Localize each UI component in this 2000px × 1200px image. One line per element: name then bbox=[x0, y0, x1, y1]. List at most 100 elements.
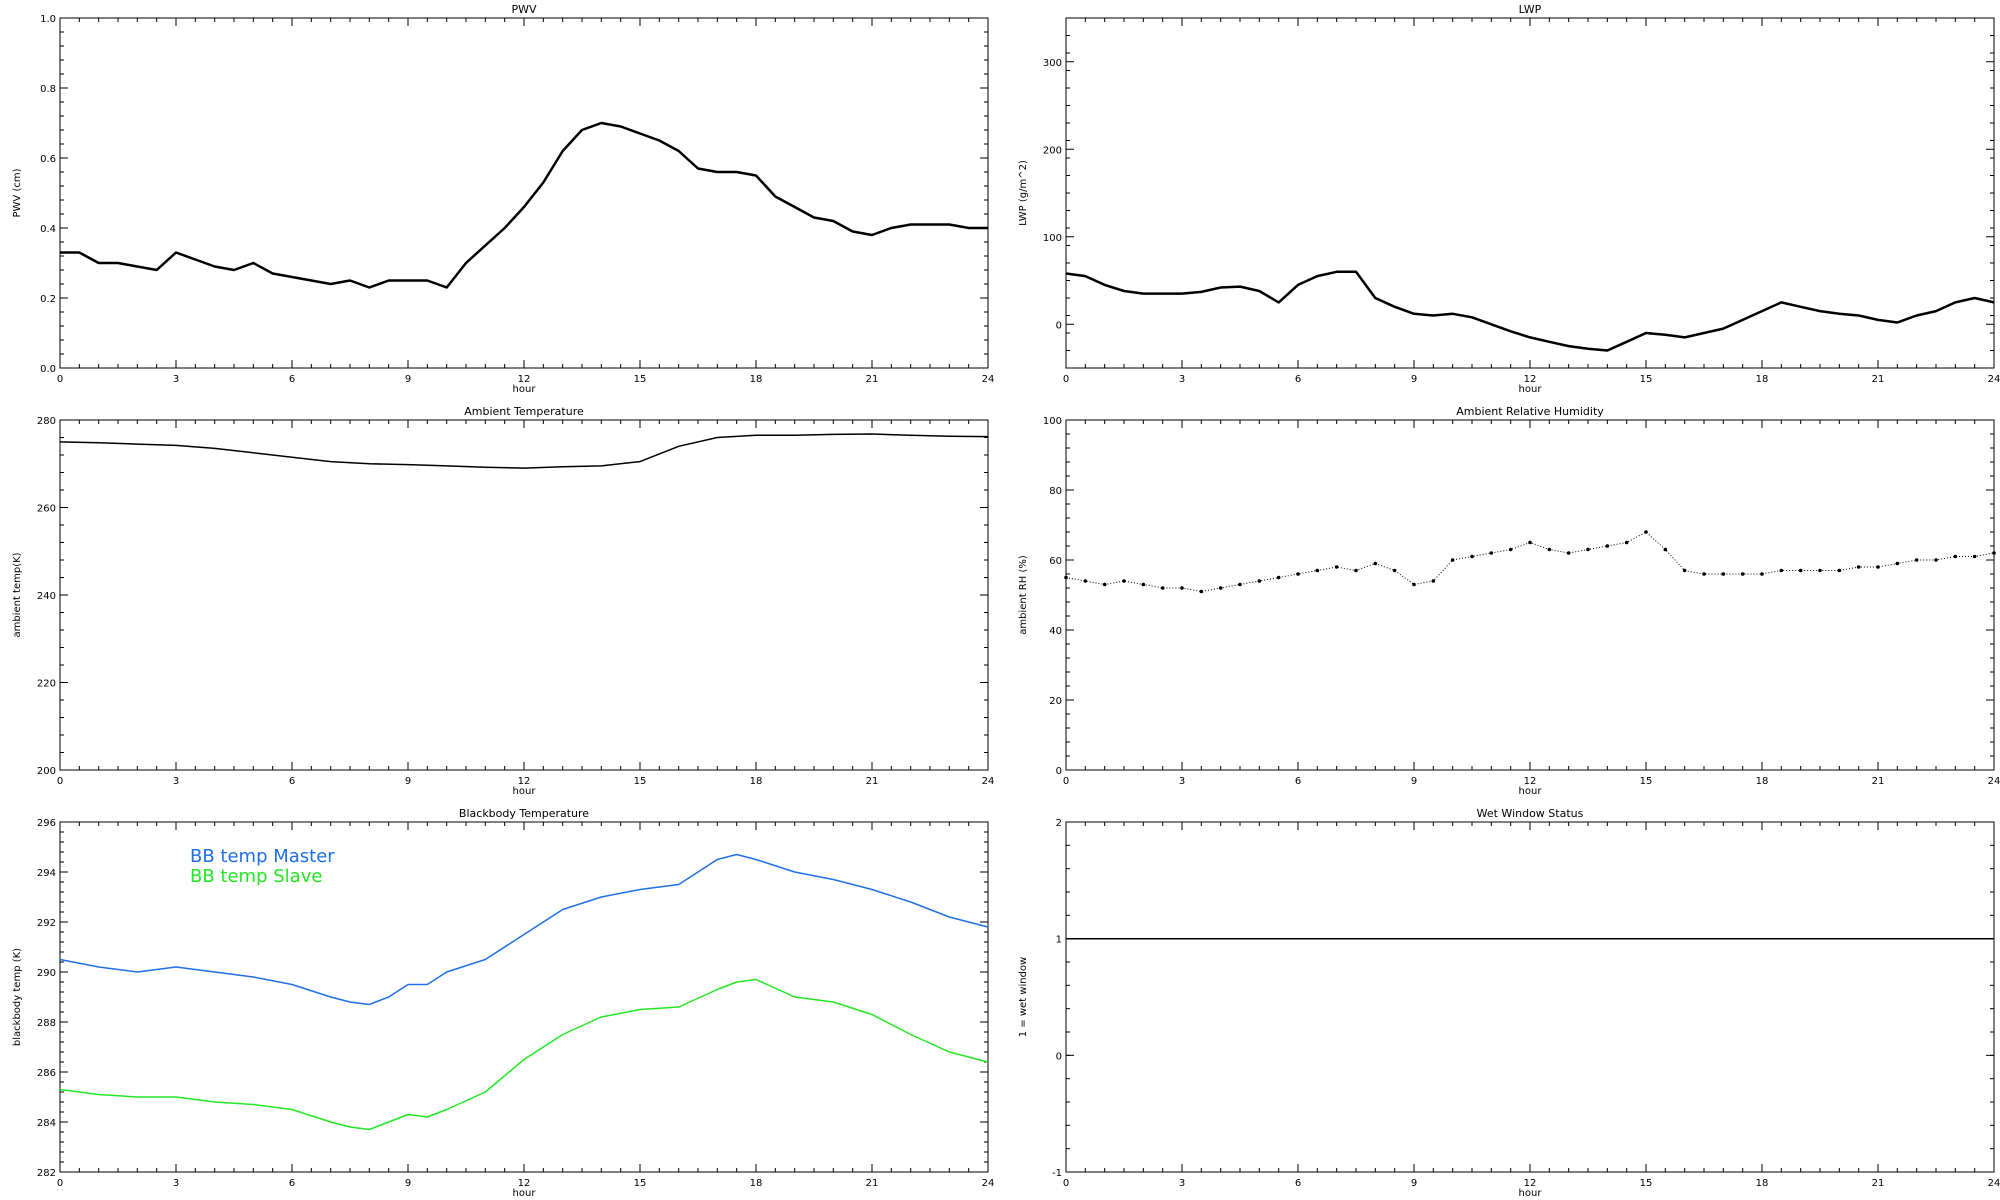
chart-title: Ambient Temperature bbox=[464, 405, 584, 418]
chart-lwp: LWP 0 3 6 9 12 15 18 21 24 hour 0 100 200 300 LWP (g/m^… bbox=[1018, 3, 2000, 395]
y-tick-label: 40 bbox=[1049, 626, 1062, 637]
x-tick-label: 6 bbox=[289, 374, 295, 385]
x-tick-label: 24 bbox=[982, 1178, 995, 1189]
y-tick-label: 200 bbox=[1043, 145, 1062, 156]
chart-ambient-rh: Ambient Relative Humidity 0 3 6 9 12 15 18 21 24 h… bbox=[1018, 405, 2000, 797]
x-tick-label: 3 bbox=[1179, 1178, 1185, 1189]
y-tick-label: 80 bbox=[1049, 486, 1062, 497]
data-point bbox=[1953, 554, 1958, 559]
data-point bbox=[1528, 540, 1532, 545]
y-tick-label: 60 bbox=[1049, 556, 1062, 567]
series-trace bbox=[1065, 531, 1995, 593]
x-tick-label: 9 bbox=[405, 1178, 411, 1189]
data-point bbox=[1160, 586, 1165, 590]
data-point bbox=[1837, 568, 1842, 573]
y-axis-label: ambient temp(K) bbox=[12, 552, 23, 637]
x-tick-label: 3 bbox=[1179, 776, 1185, 787]
x-tick-label: 0 bbox=[57, 1178, 63, 1189]
data-point bbox=[1682, 568, 1687, 573]
data-point bbox=[1702, 572, 1706, 576]
y-tick-label: 0.8 bbox=[40, 84, 56, 95]
y-tick-label: 284 bbox=[37, 1118, 56, 1129]
y-tick-label: 300 bbox=[1043, 58, 1062, 69]
x-tick-label: 6 bbox=[1295, 776, 1301, 787]
y-tick-label: 0 bbox=[1056, 766, 1062, 777]
x-tick-label: 18 bbox=[750, 1178, 763, 1189]
x-tick-label: 18 bbox=[1756, 374, 1769, 385]
data-point bbox=[1122, 579, 1126, 583]
data-point bbox=[1992, 551, 1996, 555]
y-tick-label: 100 bbox=[1043, 233, 1062, 244]
chart-title: PWV bbox=[511, 3, 537, 16]
x-tick-label: 15 bbox=[1640, 1178, 1653, 1189]
y-tick-label: 0.0 bbox=[40, 364, 56, 375]
data-point bbox=[1760, 572, 1764, 576]
chart-bb-temp: Blackbody Temperature 0 3 6 9 12 15 18 21 24 hour 2… bbox=[12, 807, 994, 1199]
y-tick-label: 280 bbox=[37, 416, 56, 427]
y-axis-label: ambient RH (%) bbox=[1018, 555, 1029, 635]
y-tick-label: 296 bbox=[37, 818, 56, 829]
chart-title: LWP bbox=[1519, 3, 1542, 16]
y-tick-label: 100 bbox=[1043, 416, 1062, 427]
x-tick-label: 0 bbox=[57, 776, 63, 787]
data-point bbox=[1876, 565, 1880, 569]
x-tick-label: 15 bbox=[1640, 374, 1653, 385]
x-tick-label: 3 bbox=[173, 776, 179, 787]
x-tick-label: 18 bbox=[1756, 1178, 1769, 1189]
plot-frame bbox=[59, 419, 989, 771]
data-point bbox=[1644, 530, 1648, 534]
x-axis-label: hour bbox=[513, 1188, 537, 1199]
x-tick-label: 12 bbox=[518, 1178, 531, 1189]
data-point bbox=[1199, 589, 1204, 594]
y-tick-label: 0 bbox=[1056, 1051, 1062, 1062]
chart-pwv: PWV 0 3 6 9 12 15 18 21 24 hour 0.0 0.2 0.4 0.6 0.8 1.0 P… bbox=[12, 3, 994, 395]
y-tick-label: 286 bbox=[37, 1068, 56, 1079]
x-tick-label: 6 bbox=[289, 776, 295, 787]
plot-frame bbox=[1065, 821, 1995, 1173]
y-axis-label: PWV (cm) bbox=[12, 168, 23, 217]
series-line-0 bbox=[1065, 270, 1995, 352]
x-tick-label: 0 bbox=[1063, 1178, 1069, 1189]
y-tick-label: 0.2 bbox=[40, 294, 56, 305]
x-tick-label: 24 bbox=[982, 374, 995, 385]
y-tick-label: 292 bbox=[37, 918, 56, 929]
y-tick-label: 200 bbox=[37, 766, 56, 777]
plot-frame bbox=[59, 17, 989, 369]
x-tick-label: 21 bbox=[1872, 374, 1885, 385]
data-point bbox=[1624, 540, 1629, 545]
x-tick-label: 21 bbox=[1872, 776, 1885, 787]
chart-title: Ambient Relative Humidity bbox=[1456, 405, 1604, 418]
legend-entry: BB temp Master bbox=[190, 846, 335, 867]
chart-title: Blackbody Temperature bbox=[459, 807, 589, 820]
series-line-0 bbox=[60, 121, 988, 289]
x-tick-label: 12 bbox=[1524, 374, 1537, 385]
x-tick-label: 15 bbox=[1640, 776, 1653, 787]
x-axis-label: hour bbox=[1519, 786, 1543, 797]
series-line-0 bbox=[59, 853, 989, 1006]
x-tick-label: 18 bbox=[750, 374, 763, 385]
x-tick-label: 12 bbox=[518, 776, 531, 787]
data-point bbox=[1470, 554, 1474, 559]
y-tick-label: 288 bbox=[37, 1018, 56, 1029]
x-tick-label: 18 bbox=[750, 776, 763, 787]
x-tick-label: 6 bbox=[1295, 374, 1301, 385]
x-tick-label: 0 bbox=[1063, 374, 1069, 385]
series-line-1 bbox=[59, 978, 989, 1131]
x-tick-label: 21 bbox=[1872, 1178, 1885, 1189]
data-point bbox=[1431, 579, 1436, 583]
x-tick-label: 24 bbox=[1988, 374, 2000, 385]
chart-title: Wet Window Status bbox=[1477, 807, 1584, 820]
x-tick-label: 6 bbox=[1295, 1178, 1301, 1189]
x-axis-label: hour bbox=[1519, 384, 1543, 395]
x-tick-label: 21 bbox=[866, 776, 879, 787]
data-point bbox=[1334, 565, 1339, 569]
x-tick-label: 0 bbox=[57, 374, 63, 385]
x-tick-label: 24 bbox=[982, 776, 995, 787]
y-tick-label: 20 bbox=[1049, 696, 1062, 707]
y-tick-label: -1 bbox=[1052, 1168, 1062, 1179]
data-point bbox=[1721, 572, 1726, 576]
x-tick-label: 24 bbox=[1988, 776, 2000, 787]
legend-entry: BB temp Slave bbox=[190, 866, 322, 887]
y-tick-label: 1 bbox=[1056, 935, 1062, 946]
